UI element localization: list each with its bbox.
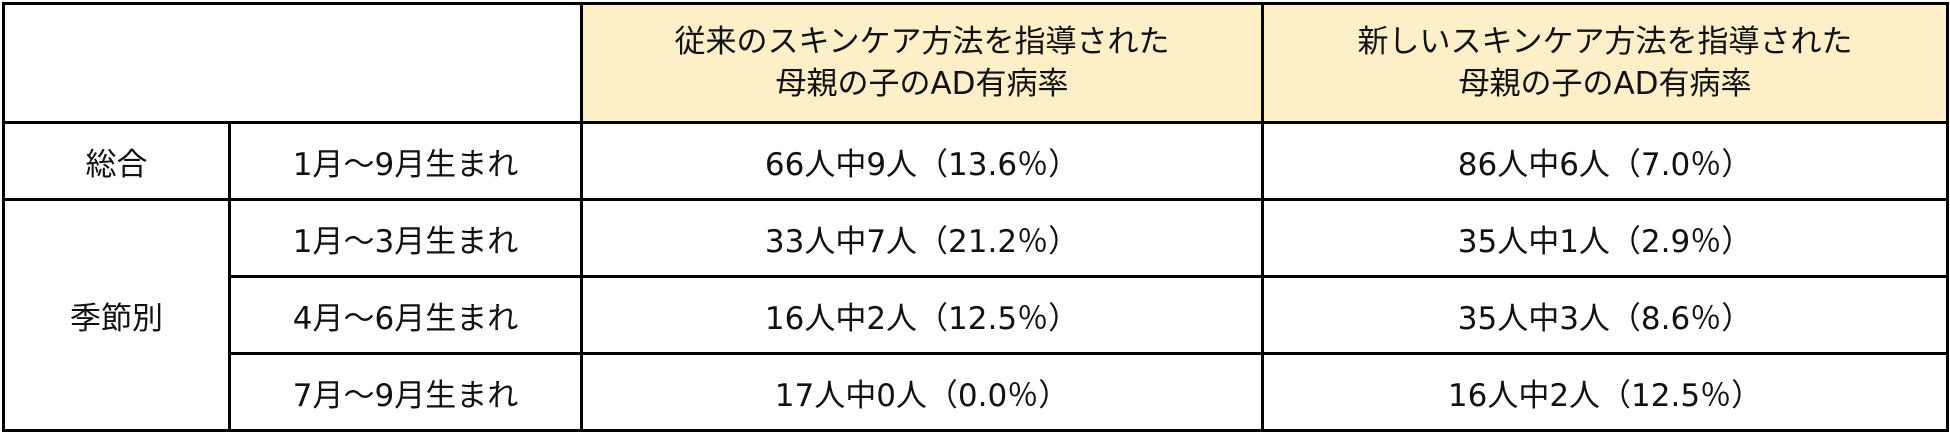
table-row: 7月～9月生まれ 17人中0人（0.0％） 16人中2人（12.5％） bbox=[4, 352, 1949, 432]
header-line: 母親の子のAD有病率 bbox=[1458, 66, 1752, 102]
blank-cell bbox=[2, 2, 583, 124]
prevalence-table: 従来のスキンケア方法を指導された 母親の子のAD有病率 新しいスキンケア方法を指導さ… bbox=[2, 2, 1949, 432]
header-line: 従来のスキンケア方法を指導された bbox=[674, 24, 1170, 60]
rate-cell: 35人中3人（8.6％） bbox=[1261, 275, 1949, 355]
header-row: 従来のスキンケア方法を指導された 母親の子のAD有病率 新しいスキンケア方法を指導さ… bbox=[2, 2, 1949, 124]
period-cell: 1月～9月生まれ bbox=[228, 121, 583, 201]
period-cell: 7月～9月生まれ bbox=[228, 352, 583, 432]
header-line: 新しいスキンケア方法を指導された bbox=[1357, 24, 1853, 60]
table-header: 従来のスキンケア方法を指導された 母親の子のAD有病率 新しいスキンケア方法を指導さ… bbox=[2, 2, 1949, 124]
table-row: 季節別 1月～3月生まれ 33人中7人（21.2％） 35人中1人（2.9％） bbox=[2, 198, 1949, 432]
rate-cell: 35人中1人（2.9％） bbox=[1261, 198, 1949, 278]
header-cell: 従来のスキンケア方法を指導された 母親の子のAD有病率 bbox=[580, 2, 1264, 124]
period-cell: 4月～6月生まれ bbox=[228, 275, 583, 355]
rate-cell: 86人中6人（7.0％） bbox=[1261, 121, 1949, 201]
group-label: 総合 bbox=[2, 121, 231, 201]
header-cell: 新しいスキンケア方法を指導された 母親の子のAD有病率 bbox=[1261, 2, 1949, 124]
rate-cell: 16人中2人（12.5％） bbox=[1261, 352, 1949, 432]
rate-cell: 16人中2人（12.5％） bbox=[580, 275, 1264, 355]
period-cell: 1月～3月生まれ bbox=[228, 198, 583, 278]
group-label: 季節別 bbox=[2, 198, 231, 432]
header-line: 母親の子のAD有病率 bbox=[775, 66, 1069, 102]
rate-cell: 17人中0人（0.0％） bbox=[580, 352, 1264, 432]
rate-cell: 33人中7人（21.2％） bbox=[580, 198, 1264, 278]
rate-cell: 66人中9人（13.6％） bbox=[580, 121, 1264, 201]
table-row: 総合 1月～9月生まれ 66人中9人（13.6％） 86人中6人（7.0％） bbox=[2, 121, 1949, 201]
table-body: 総合 1月～9月生まれ 66人中9人（13.6％） 86人中6人（7.0％） 季節別 1月… bbox=[2, 121, 1949, 432]
table-row: 4月～6月生まれ 16人中2人（12.5％） 35人中3人（8.6％） bbox=[4, 275, 1949, 355]
